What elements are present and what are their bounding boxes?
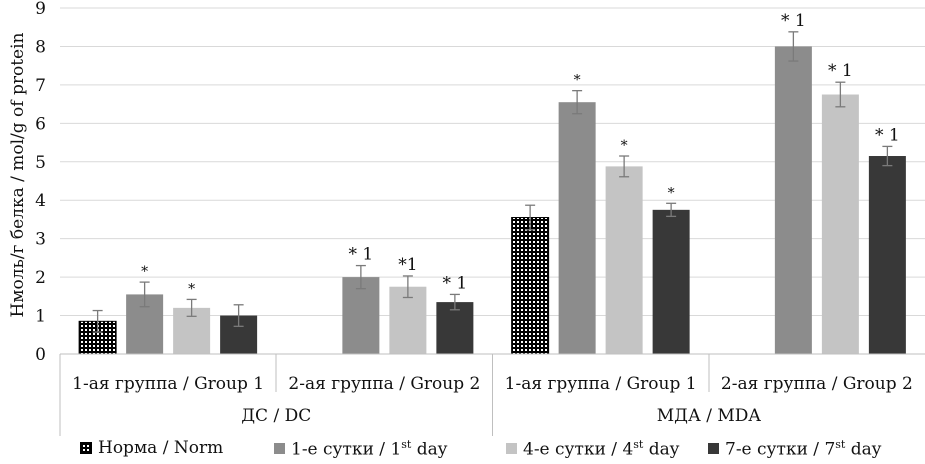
y-tick-label: 7 — [35, 76, 46, 96]
y-tick-labels: 0 1 2 3 4 5 6 7 8 9 — [35, 0, 46, 365]
x-category-label: 1-ая группа / Group 1 — [72, 374, 264, 394]
legend-item-day1: 1-е сутки / 1st day — [274, 438, 447, 460]
bar — [774, 46, 812, 354]
bar-chart: 0 1 2 3 4 5 6 7 8 9 * * * 1 *1 * 1 * * * * 1 * 1 * 1 1-ая г… — [8, 0, 925, 436]
y-tick-label: 9 — [35, 0, 46, 19]
significance-label: * 1 — [349, 245, 374, 265]
legend-swatch-norm — [80, 442, 92, 454]
axes — [59, 353, 925, 436]
legend-label-day1: 1-е сутки / 1st day — [291, 438, 448, 460]
y-axis-label: Нмоль/г белка / mol/g of protein — [8, 32, 28, 317]
significance-label: * 1 — [781, 11, 806, 31]
bars: * * * 1 *1 * 1 * * * * 1 * 1 * 1 — [78, 11, 906, 355]
legend-label-day7: 7-е сутки / 7st day — [725, 438, 882, 460]
bar — [342, 277, 380, 354]
legend-label-norm: Норма / Norm — [98, 438, 224, 458]
legend-item-norm: Норма / Norm — [80, 438, 223, 458]
legend-swatch-day1 — [274, 443, 285, 455]
legend-item-day4: 4-е сутки / 4st day — [506, 438, 679, 460]
significance-label: * — [188, 281, 195, 297]
significance-label: * 1 — [875, 125, 900, 145]
legend-swatch-day7 — [708, 443, 719, 455]
bar — [558, 102, 596, 354]
bar — [605, 166, 643, 354]
y-tick-label: 4 — [35, 191, 46, 211]
y-tick-label: 8 — [35, 37, 46, 57]
x-category-label: 1-ая группа / Group 1 — [505, 374, 697, 394]
legend-item-day7: 7-е сутки / 7st day — [708, 438, 881, 460]
x-category-labels: 1-ая группа / Group 1 2-ая группа / Group… — [72, 374, 913, 426]
significance-label: * — [574, 73, 581, 89]
x-category-label: 2-ая группа / Group 2 — [288, 374, 480, 394]
significance-label: * — [668, 185, 675, 201]
y-tick-label: 3 — [35, 230, 46, 250]
x-category-label: 2-ая группа / Group 2 — [721, 374, 913, 394]
y-tick-label: 2 — [35, 268, 46, 288]
legend-swatch-day4 — [506, 443, 517, 455]
legend-label-day4: 4-е сутки / 4st day — [523, 438, 680, 460]
significance-label: * 1 — [443, 273, 468, 293]
y-tick-label: 1 — [35, 307, 46, 327]
x-section-label: МДА / MDA — [657, 406, 762, 426]
significance-label: * — [141, 264, 148, 280]
gridlines — [60, 7, 925, 317]
y-tick-label: 5 — [35, 153, 46, 173]
bar — [821, 94, 859, 354]
significance-label: *1 — [398, 255, 417, 275]
significance-label: * 1 — [828, 61, 853, 81]
bar — [436, 302, 474, 354]
legend: Норма / Norm 1-е сутки / 1st day 4-е сут… — [68, 436, 918, 462]
bar — [511, 217, 550, 355]
bar — [868, 156, 906, 354]
bar — [652, 209, 690, 354]
y-tick-label: 0 — [35, 345, 46, 365]
y-tick-label: 6 — [35, 114, 46, 134]
significance-label: * — [621, 138, 628, 154]
x-section-label: ДС / DC — [241, 406, 311, 426]
